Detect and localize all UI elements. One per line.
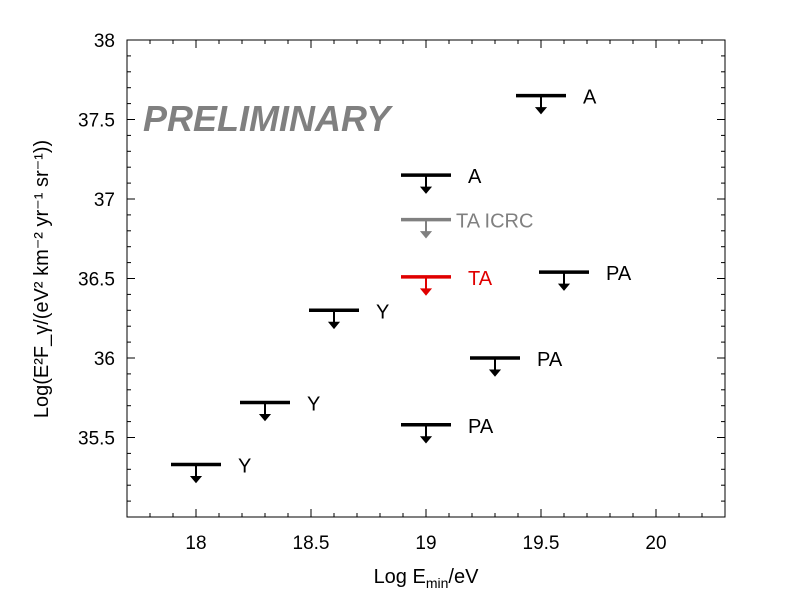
data-marks: Y Y Y PA PA PA A A TA ICRC TA (171, 87, 632, 484)
data-label: Y (307, 394, 320, 416)
data-label: PA (468, 416, 494, 438)
limit-arrow-head (419, 231, 433, 239)
limit-arrow-head (327, 321, 341, 330)
x-axis-label: Log Emin/eV (374, 566, 480, 591)
upper-limit-marker: A (516, 87, 597, 115)
data-label: TA (468, 268, 493, 290)
limit-arrow-head (419, 186, 433, 194)
upper-limit-marker: A (401, 166, 482, 194)
upper-limit-marker: PA (539, 263, 632, 291)
y-tick-label: 36.5 (78, 270, 115, 291)
data-label: PA (606, 263, 632, 285)
data-label: A (583, 87, 597, 109)
upper-limit-marker: PA (470, 349, 563, 377)
limit-arrow-head (419, 436, 433, 444)
data-label: Y (376, 301, 389, 323)
x-tick-label: 19.5 (523, 533, 560, 554)
data-label: A (468, 166, 482, 188)
limit-arrow-head (488, 369, 502, 377)
upper-limit-marker: Y (240, 394, 320, 422)
data-label: PA (537, 349, 563, 371)
limit-arrow-head (557, 283, 571, 291)
x-tick-label: 20 (645, 533, 666, 554)
x-tick-label: 19 (415, 533, 436, 554)
upper-limit-marker: TA ICRC (401, 211, 533, 239)
upper-limit-marker: TA (401, 268, 493, 296)
y-tick-label: 36 (94, 349, 115, 370)
limit-arrow-head (419, 288, 433, 296)
limit-arrow-head (534, 107, 548, 115)
y-axis-label: Log(E²F_γ/(eV² km⁻² yr⁻¹ sr⁻¹)) (31, 140, 53, 418)
y-axis-ticks: 35.5 36 36.5 37 37.5 38 (78, 31, 725, 518)
upper-limit-marker: Y (309, 301, 389, 330)
upper-limit-marker: PA (401, 416, 494, 444)
y-tick-label: 38 (94, 31, 115, 52)
upper-limit-marker: Y (171, 456, 251, 484)
x-axis-ticks: 18 18.5 19 19.5 20 (126, 40, 726, 554)
limit-arrow-head (258, 414, 272, 422)
data-label: TA ICRC (456, 211, 533, 233)
y-tick-label: 35.5 (78, 429, 115, 450)
x-tick-label: 18.5 (293, 533, 330, 554)
y-tick-label: 37.5 (78, 111, 115, 132)
limit-arrow-head (189, 476, 203, 484)
data-label: Y (238, 456, 251, 478)
x-tick-label: 18 (185, 533, 206, 554)
y-tick-label: 37 (94, 190, 115, 211)
preliminary-watermark: PRELIMINARY (143, 98, 393, 139)
